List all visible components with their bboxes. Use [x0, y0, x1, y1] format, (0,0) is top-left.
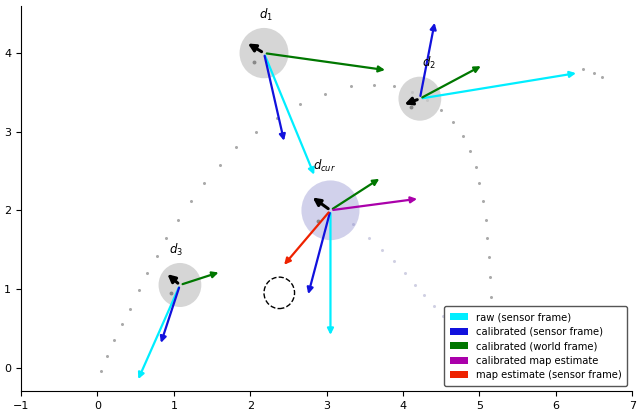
- Circle shape: [399, 77, 441, 121]
- Text: $d_3$: $d_3$: [169, 242, 183, 258]
- Text: $d_1$: $d_1$: [259, 7, 273, 23]
- Text: $d_2$: $d_2$: [422, 55, 436, 71]
- Circle shape: [159, 263, 202, 307]
- Text: $d_{cur}$: $d_{cur}$: [313, 158, 336, 174]
- Circle shape: [301, 181, 360, 240]
- Legend: raw (sensor frame), calibrated (sensor frame), calibrated (world frame), calibra: raw (sensor frame), calibrated (sensor f…: [444, 306, 627, 386]
- Circle shape: [239, 28, 289, 78]
